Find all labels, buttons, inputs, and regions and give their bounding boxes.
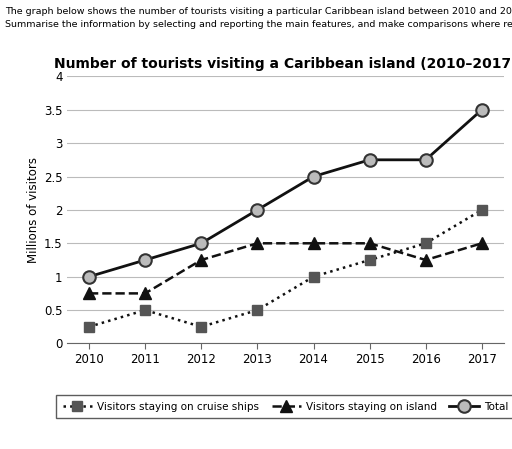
- Text: Summarise the information by selecting and reporting the main features, and make: Summarise the information by selecting a…: [5, 20, 512, 29]
- Y-axis label: Millions of visitors: Millions of visitors: [27, 157, 39, 263]
- Legend: Visitors staying on cruise ships, Visitors staying on island, Total: Visitors staying on cruise ships, Visito…: [56, 396, 512, 418]
- Title: Number of tourists visiting a Caribbean island (2010–2017): Number of tourists visiting a Caribbean …: [54, 57, 512, 71]
- Text: The graph below shows the number of tourists visiting a particular Caribbean isl: The graph below shows the number of tour…: [5, 7, 512, 16]
